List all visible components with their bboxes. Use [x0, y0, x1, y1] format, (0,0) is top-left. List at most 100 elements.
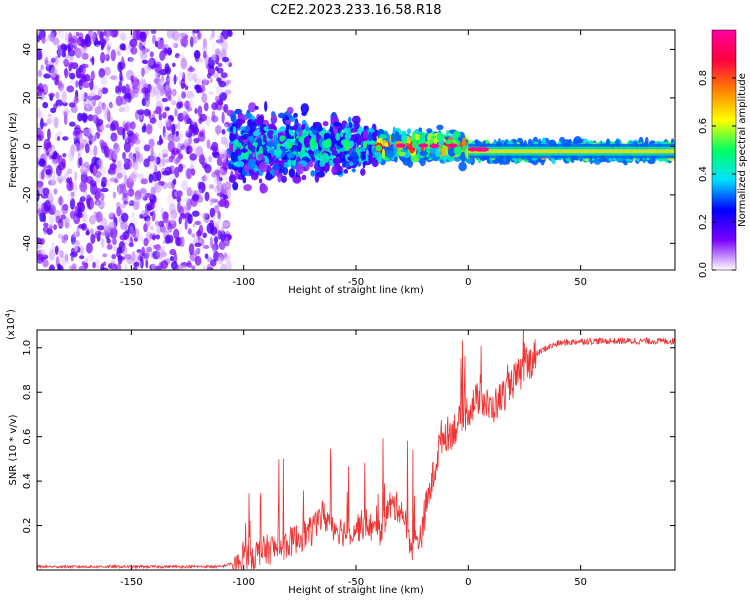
- spectrogram-cell: [161, 86, 168, 94]
- spectrogram-cell: [349, 161, 354, 167]
- spectrogram-cell: [78, 265, 87, 270]
- spectrogram-cell: [206, 139, 211, 149]
- spectrogram-cell: [271, 113, 277, 124]
- spectrogram-cell: [139, 49, 148, 61]
- spectrogram-cell: [171, 89, 176, 98]
- spectrogram-cell: [94, 228, 99, 234]
- spectrogram-cell: [267, 152, 272, 160]
- spectrogram-cell: [55, 215, 61, 224]
- spectrogram-cell: [147, 201, 155, 210]
- spectrogram-cell: [70, 35, 78, 44]
- spectrogram-cell: [126, 189, 135, 197]
- colorbar-tick-label: 0.4: [698, 166, 709, 182]
- spectrogram-cell: [90, 233, 96, 244]
- spectrogram-cell: [207, 56, 215, 69]
- spectrogram-cell: [99, 31, 104, 40]
- spectrogram-cell: [101, 42, 105, 49]
- spectrogram-cell: [180, 214, 189, 220]
- spectrogram-cell: [209, 219, 215, 232]
- spectrogram-cell: [195, 146, 204, 157]
- spectrogram-cell: [154, 182, 162, 193]
- spectrogram-x-tick-label: -150: [120, 277, 143, 288]
- spectrogram-cell: [153, 157, 158, 168]
- colorbar-ticks: 0.0 0.2 0.4 0.6 0.8: [698, 70, 736, 278]
- spectrogram-cell: [69, 80, 75, 86]
- spectrogram-cell: [216, 192, 225, 197]
- spectrogram-cell: [149, 85, 156, 98]
- spectrogram-cell: [80, 245, 84, 256]
- spectrogram-cell: [228, 174, 237, 183]
- spectrogram-cell: [86, 194, 91, 199]
- spectrogram-cell: [429, 139, 434, 144]
- spectrogram-cell: [123, 159, 129, 164]
- spectrogram-cell: [365, 139, 374, 145]
- spectrogram-cell: [79, 93, 85, 102]
- spectrogram-cell: [147, 155, 155, 162]
- spectrogram-cell: [90, 32, 96, 44]
- spectrogram-cell: [37, 183, 42, 189]
- spectrogram-cell: [102, 253, 108, 258]
- spectrogram-cell: [94, 44, 102, 54]
- spectrogram-cell: [74, 244, 79, 252]
- spectrogram-cell: [68, 265, 76, 270]
- spectrogram-cell: [213, 250, 220, 262]
- spectrogram-cell: [183, 197, 190, 202]
- spectrogram-cell: [156, 79, 163, 90]
- spectrogram-cell: [293, 112, 298, 118]
- spectrogram-cell: [217, 229, 222, 240]
- spectrogram-cell: [149, 117, 157, 124]
- spectrogram-cell: [165, 66, 172, 75]
- spectrogram-cell: [191, 233, 196, 238]
- spectrogram-cell: [42, 122, 48, 127]
- spectrogram-cell: [49, 191, 53, 201]
- spectrogram-cell: [47, 128, 51, 141]
- spectrogram-cell: [212, 54, 217, 59]
- spectrogram-cell: [48, 264, 56, 270]
- spectrogram-cell: [132, 75, 138, 82]
- spectrogram-cell: [37, 69, 43, 78]
- spectrogram-cell: [209, 236, 213, 249]
- spectrogram-cell: [491, 159, 501, 164]
- spectrogram-cell: [89, 180, 97, 187]
- spectrogram-cell: [194, 108, 198, 114]
- spectrogram-cell: [56, 130, 63, 137]
- snr-y-tick-label: 0.2: [22, 518, 33, 534]
- spectrogram-cell: [48, 179, 57, 186]
- spectrogram-cell: [115, 85, 120, 94]
- snr-series-line: [37, 330, 675, 570]
- spectrogram-cell: [212, 40, 216, 53]
- spectrogram-cell: [75, 240, 80, 246]
- spectrogram-cell: [221, 40, 228, 52]
- spectrogram-cell: [117, 172, 123, 179]
- spectrogram-cell: [309, 138, 316, 149]
- spectrogram-cell: [104, 36, 110, 42]
- spectrogram-cell: [57, 48, 61, 58]
- spectrogram-cell: [224, 116, 230, 121]
- spectrogram-cell: [171, 88, 177, 97]
- spectrogram-cell: [100, 53, 106, 60]
- spectrogram-cell: [292, 174, 302, 184]
- spectrogram-cell: [166, 181, 175, 189]
- spectrogram-cell: [81, 261, 85, 266]
- spectrogram-cell: [57, 265, 64, 270]
- spectrogram-cell: [143, 252, 149, 260]
- spectrogram-cell: [224, 171, 228, 181]
- colorbar-tick-label: 0.6: [698, 118, 709, 134]
- spectrogram-cell: [277, 175, 282, 183]
- spectrogram-cell: [95, 211, 103, 223]
- spectrogram-cell: [92, 95, 97, 107]
- spectrogram-cell: [185, 130, 190, 138]
- spectrogram-cell: [183, 205, 190, 211]
- spectrogram-cell: [156, 140, 162, 146]
- spectrogram-cell: [161, 211, 169, 220]
- spectrogram-cell: [85, 33, 90, 42]
- spectrogram-cell: [431, 135, 437, 140]
- spectrogram-cell: [232, 115, 237, 124]
- spectrogram-cell: [154, 40, 158, 48]
- figure-title: C2E2.2023.233.16.58.R18: [270, 3, 441, 18]
- spectrogram-cell: [220, 263, 227, 270]
- spectrogram-cell: [107, 173, 116, 178]
- spectrogram-cell: [127, 198, 132, 205]
- spectrogram-cell: [218, 252, 224, 258]
- spectrogram-cell: [186, 90, 194, 99]
